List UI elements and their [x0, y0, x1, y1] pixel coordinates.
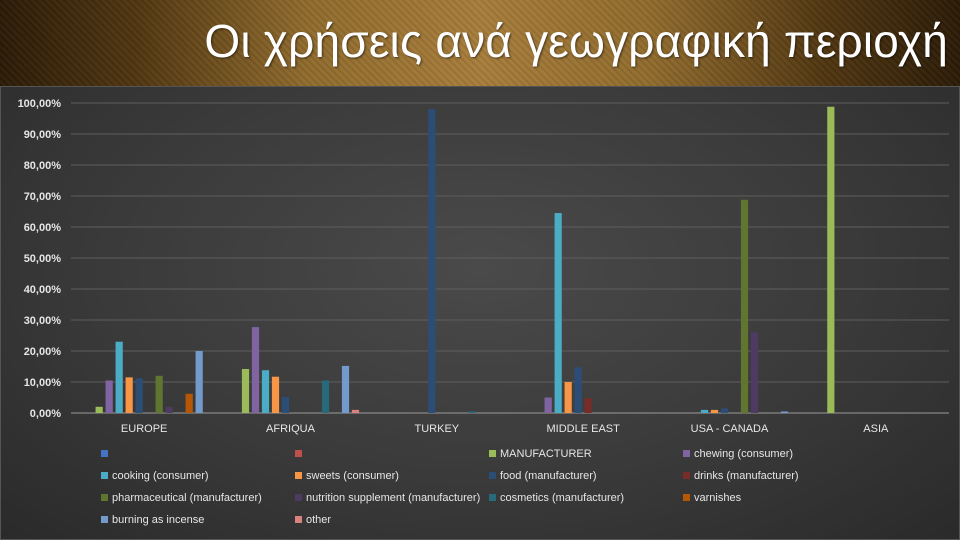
y-tick-label: 50,00%: [24, 253, 62, 265]
bar: [95, 406, 103, 413]
bar: [165, 406, 173, 413]
bar: [281, 396, 290, 413]
legend-swatch: [101, 516, 108, 523]
legend-swatch: [683, 494, 690, 501]
bar: [271, 376, 280, 413]
bar: [195, 351, 203, 413]
bar: [341, 365, 350, 413]
y-tick-label: 70,00%: [24, 191, 62, 203]
x-tick-label: EUROPE: [121, 423, 167, 435]
bar: [241, 368, 250, 413]
bar: [584, 398, 592, 413]
bar: [115, 341, 123, 413]
x-tick-label: USA - CANADA: [691, 423, 769, 435]
bar: [710, 409, 719, 413]
bar: [135, 378, 143, 413]
legend-swatch: [295, 450, 302, 457]
bar: [740, 199, 749, 413]
x-tick-label: TURKEY: [415, 423, 460, 435]
bar: [321, 380, 330, 413]
legend-swatch: [295, 494, 302, 501]
bar: [125, 377, 133, 413]
bar: [468, 411, 476, 413]
x-tick-label: ASIA: [863, 423, 889, 435]
legend-swatch: [101, 472, 108, 479]
y-tick-label: 0,00%: [30, 408, 61, 420]
legend-entry: other: [306, 514, 331, 526]
x-tick-label: AFRIQUA: [266, 423, 316, 435]
legend-entry: drinks (manufacturer): [694, 470, 799, 482]
y-tick-label: 80,00%: [24, 160, 62, 172]
title-banner: Οι χρήσεις ανά γεωγραφική περιοχή: [0, 0, 960, 88]
bar: [720, 408, 729, 413]
legend-swatch: [101, 494, 108, 501]
bar: [185, 393, 193, 413]
legend-entry: pharmaceutical (manufacturer): [112, 492, 262, 504]
y-tick-label: 10,00%: [24, 377, 62, 389]
legend-swatch: [489, 450, 496, 457]
legend-entry: MANUFACTURER: [500, 448, 592, 460]
legend-entry: nutrition supplement (manufacturer): [306, 492, 480, 504]
y-tick-label: 40,00%: [24, 284, 62, 296]
legend-swatch: [683, 472, 690, 479]
slide-title: Οι χρήσεις ανά γεωγραφική περιοχή: [204, 15, 948, 67]
y-tick-label: 100,00%: [18, 98, 62, 110]
y-tick-label: 90,00%: [24, 129, 62, 141]
legend-swatch: [489, 472, 496, 479]
bar: [780, 411, 789, 413]
legend-entry: cosmetics (manufacturer): [500, 492, 624, 504]
legend-swatch: [295, 516, 302, 523]
legend-entry: sweets (consumer): [306, 470, 399, 482]
bar: [351, 409, 360, 413]
y-tick-label: 60,00%: [24, 222, 62, 234]
legend-entry: burning as incense: [112, 514, 204, 526]
legend-entry: cooking (consumer): [112, 470, 209, 482]
bar: [428, 109, 436, 413]
legend-entry: food (manufacturer): [500, 470, 597, 482]
legend-swatch: [101, 450, 108, 457]
x-tick-label: MIDDLE EAST: [546, 423, 620, 435]
y-tick-label: 20,00%: [24, 346, 62, 358]
bar: [544, 397, 552, 413]
bar: [554, 213, 562, 413]
legend-entry: varnishes: [694, 492, 742, 504]
y-tick-label: 30,00%: [24, 315, 62, 327]
chart-area: 0,00% 10,00% 20,00% 30,00% 40,00% 50,00% 60,00…: [0, 86, 960, 540]
bar-chart: 0,00% 10,00% 20,00% 30,00% 40,00% 50,00% 60,00…: [18, 98, 949, 526]
bar: [564, 382, 572, 413]
legend-swatch: [295, 472, 302, 479]
legend-swatch: [489, 494, 496, 501]
bar: [261, 370, 270, 413]
bar: [105, 380, 113, 413]
bar: [155, 375, 163, 413]
bar: [750, 332, 759, 413]
bar: [827, 106, 835, 413]
legend-entry: chewing (consumer): [694, 448, 793, 460]
bar: [251, 327, 260, 413]
legend-swatch: [683, 450, 690, 457]
bar: [700, 409, 709, 413]
bar: [574, 367, 582, 413]
